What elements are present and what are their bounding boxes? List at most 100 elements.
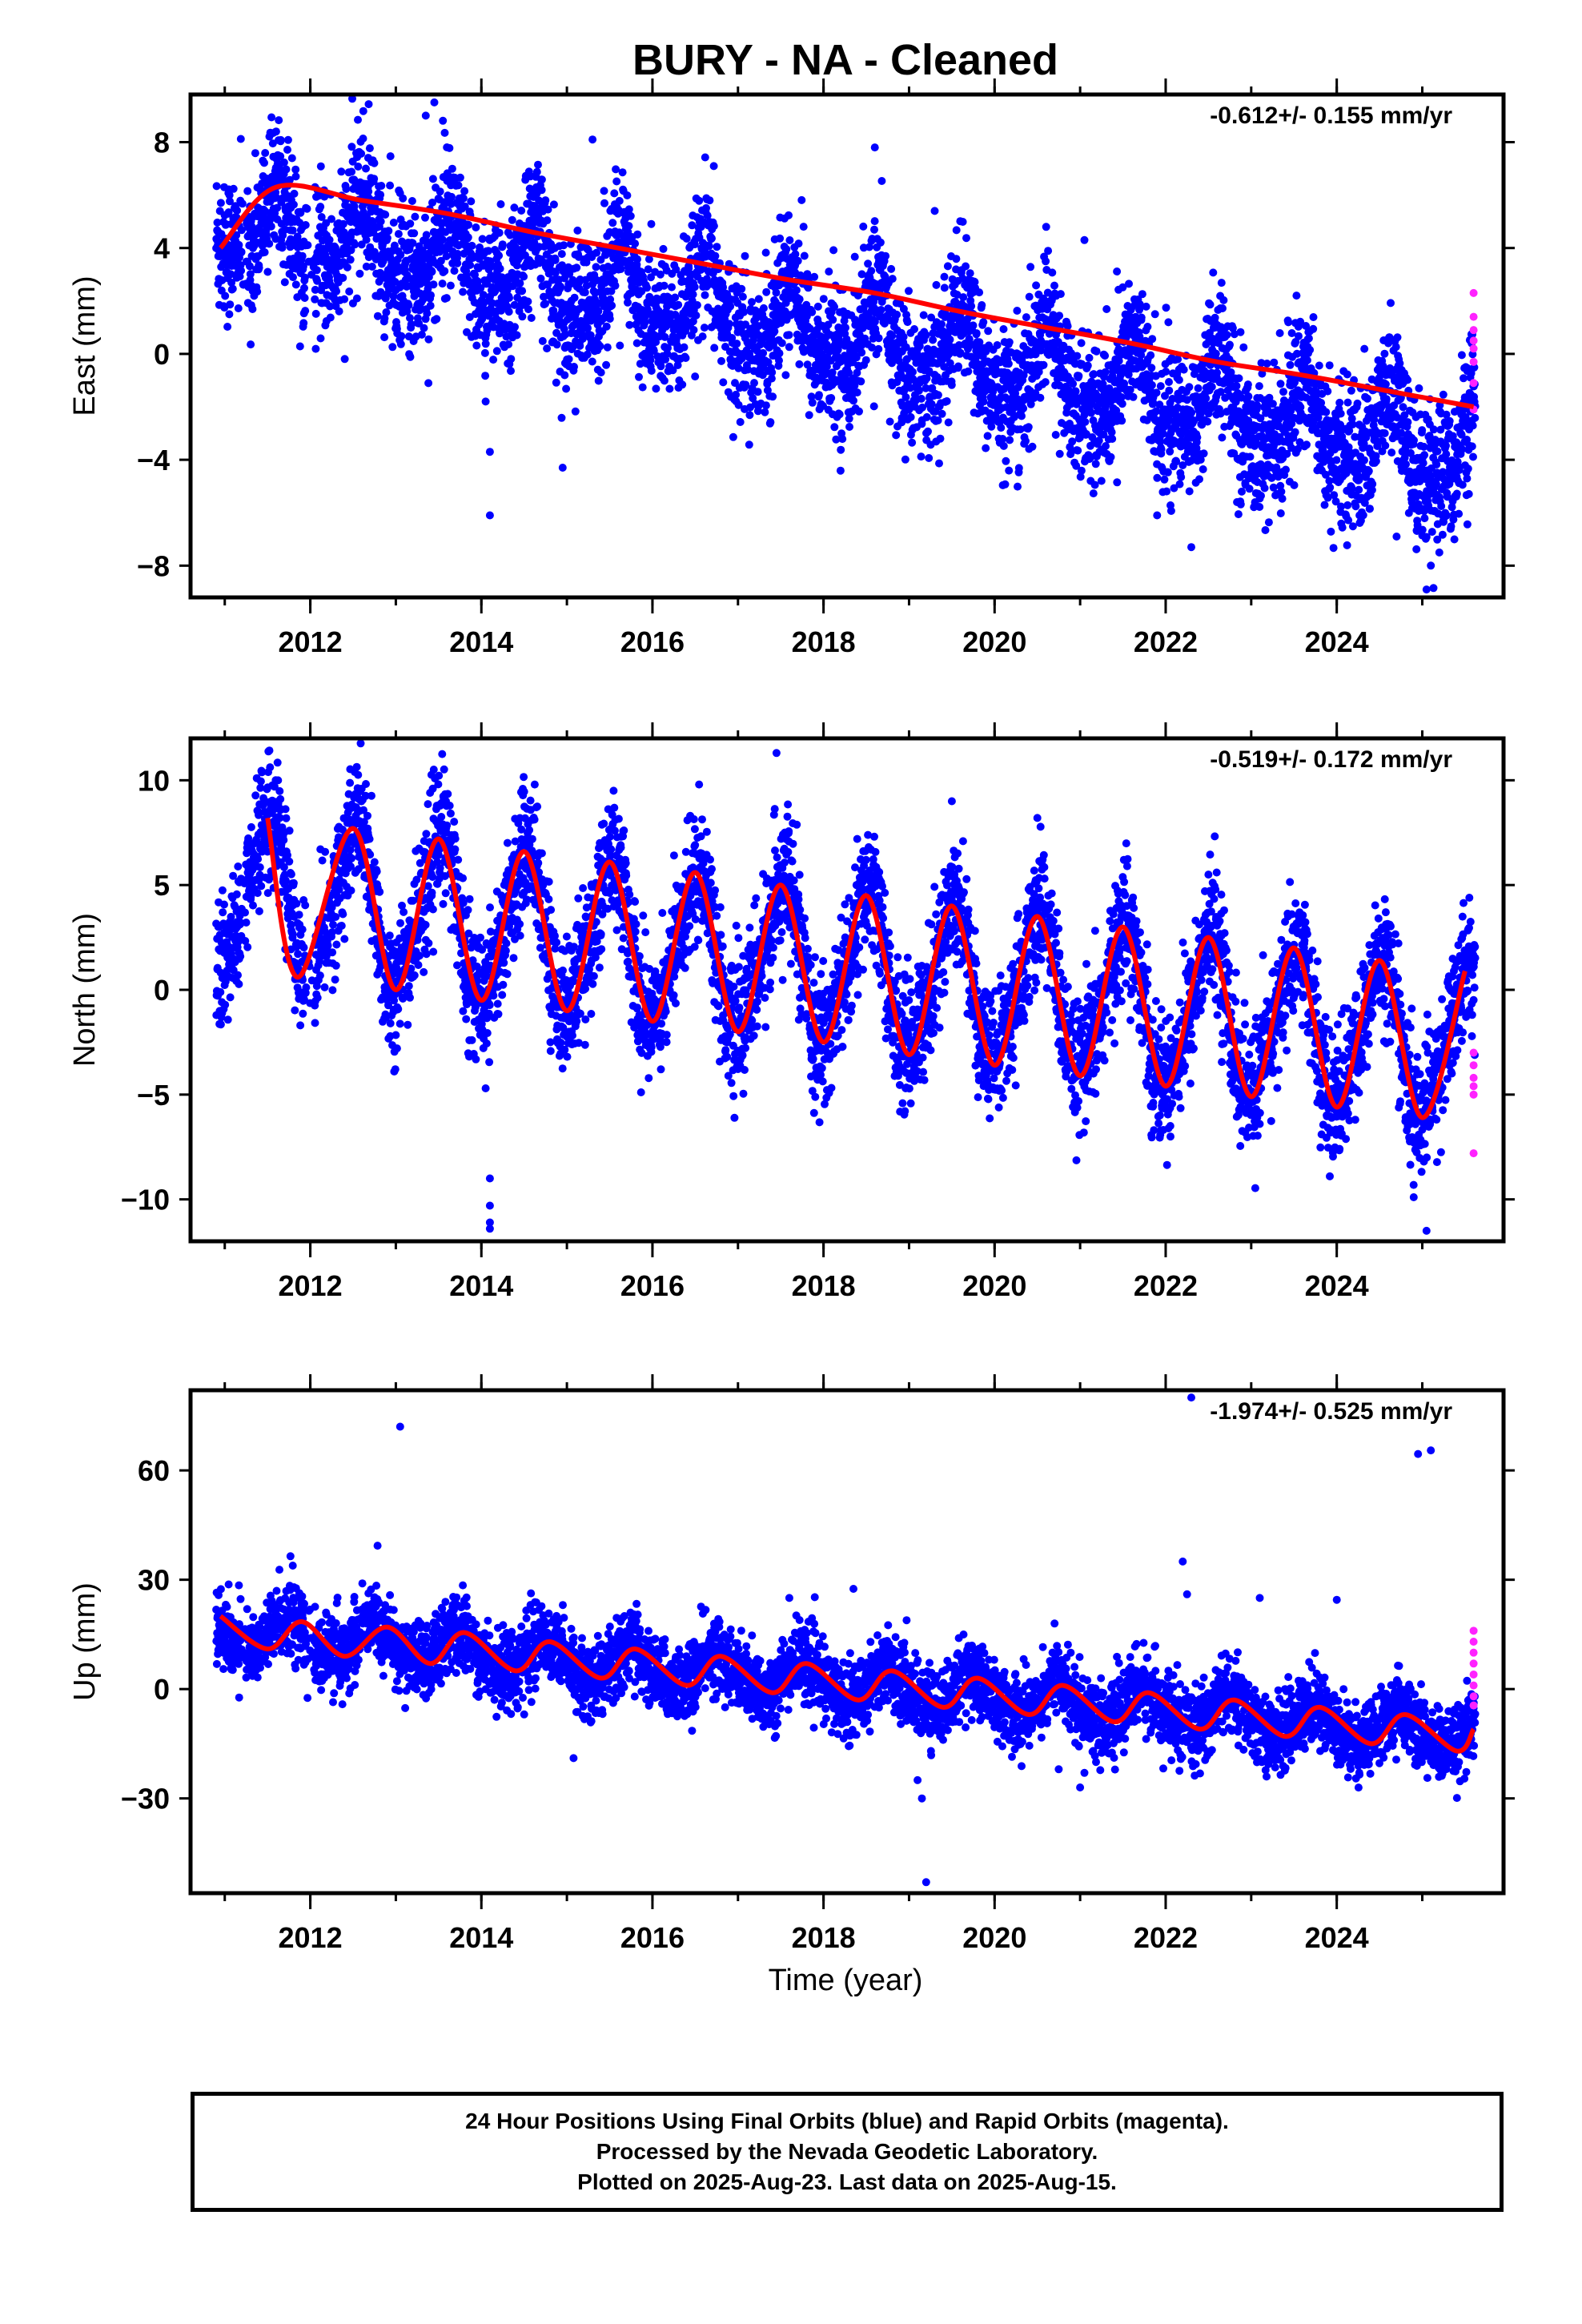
final-orbit-point: [288, 226, 297, 235]
final-orbit-point: [810, 272, 819, 281]
final-orbit-point: [927, 400, 936, 408]
final-orbit-point: [289, 200, 298, 209]
final-orbit-point: [355, 269, 364, 278]
final-orbit-point: [351, 240, 359, 249]
final-orbit-point: [424, 335, 433, 344]
final-orbit-point: [484, 247, 492, 255]
final-orbit-point: [504, 340, 513, 348]
final-orbit-point: [600, 199, 608, 207]
final-orbit-point: [560, 371, 569, 380]
final-orbit-point: [229, 184, 238, 193]
final-orbit-point: [962, 262, 970, 271]
final-orbit-point: [386, 152, 395, 161]
final-orbit-point: [741, 251, 749, 260]
final-orbit-point: [253, 287, 262, 296]
final-orbit-point: [631, 239, 640, 248]
final-orbit-point: [618, 168, 627, 177]
final-orbit-point: [805, 411, 813, 420]
final-orbit-point: [754, 295, 763, 304]
final-orbit-point: [248, 305, 257, 313]
final-orbit-point: [541, 196, 550, 205]
final-orbit-point: [1118, 416, 1126, 425]
final-orbit-point: [659, 244, 668, 253]
final-orbit-point: [1322, 408, 1331, 416]
final-orbit-point: [993, 341, 1002, 349]
final-orbit-point: [1255, 382, 1263, 391]
final-orbit-point: [702, 203, 710, 212]
final-orbit-point: [510, 203, 519, 212]
final-orbit-point: [917, 452, 926, 461]
final-orbit-point: [660, 376, 669, 385]
final-orbit-point: [303, 204, 311, 213]
final-orbit-point: [1209, 268, 1218, 277]
final-orbit-point: [504, 308, 513, 316]
final-orbit-point: [785, 211, 793, 219]
final-orbit-point: [892, 431, 901, 440]
final-orbit-point: [453, 259, 462, 267]
final-orbit-point: [1050, 281, 1058, 290]
final-orbit-point: [347, 167, 356, 176]
final-orbit-point: [544, 205, 552, 214]
final-orbit-point: [283, 146, 291, 154]
final-orbit-point: [516, 279, 524, 287]
final-orbit-point: [1325, 361, 1334, 370]
final-orbit-point: [689, 326, 698, 334]
final-orbit-point: [794, 239, 803, 248]
final-orbit-point: [551, 268, 560, 277]
final-orbit-point: [870, 225, 878, 234]
final-orbit-point: [237, 267, 246, 275]
final-orbit-point: [836, 466, 845, 475]
final-orbit-point: [938, 320, 946, 328]
final-orbit-point: [428, 175, 437, 183]
final-orbit-point: [797, 195, 806, 204]
final-orbit-point: [624, 298, 632, 307]
final-orbit-point: [808, 308, 817, 316]
final-orbit-point: [711, 251, 720, 260]
final-orbit-point: [979, 397, 988, 406]
final-orbit-point: [1174, 376, 1183, 384]
final-orbit-point: [380, 333, 389, 342]
final-orbit-point: [448, 164, 456, 173]
final-orbit-point: [689, 290, 697, 299]
final-orbit-point: [275, 67, 283, 75]
final-orbit-point: [673, 361, 682, 369]
final-orbit-point: [669, 366, 677, 375]
final-orbit-point: [917, 394, 926, 403]
final-orbit-point: [260, 159, 268, 167]
final-orbit-point: [243, 187, 252, 195]
final-orbit-point: [432, 315, 441, 324]
final-orbit-point: [460, 187, 469, 195]
final-orbit-point: [1277, 487, 1286, 496]
final-orbit-point: [285, 175, 294, 184]
final-orbit-point: [709, 162, 718, 171]
final-orbit-point: [1041, 378, 1050, 387]
final-orbit-point: [608, 301, 616, 310]
final-orbit-point: [267, 113, 276, 122]
final-orbit-point: [225, 310, 234, 319]
final-orbit-point: [626, 211, 635, 220]
final-orbit-point: [347, 143, 356, 151]
final-orbit-point: [289, 273, 297, 282]
final-orbit-point: [446, 281, 455, 290]
final-orbit-point: [424, 284, 432, 293]
final-orbit-point: [1147, 364, 1156, 372]
final-orbit-point: [1113, 267, 1122, 275]
final-orbit-point: [1260, 484, 1269, 493]
final-orbit-point: [464, 220, 473, 229]
final-orbit-point: [947, 380, 956, 389]
final-orbit-point: [423, 309, 432, 318]
final-orbit-point: [647, 219, 656, 228]
final-orbit-point: [1077, 339, 1086, 348]
final-orbit-point: [1290, 480, 1299, 489]
final-orbit-point: [326, 302, 335, 311]
final-orbit-point: [713, 243, 721, 251]
final-orbit-point: [339, 219, 347, 228]
final-orbit-point: [857, 348, 866, 357]
final-orbit-point: [468, 241, 476, 250]
final-orbit-point: [924, 427, 932, 436]
final-orbit-point: [1347, 386, 1355, 395]
final-orbit-point: [644, 255, 653, 263]
final-orbit-point: [1211, 313, 1219, 322]
final-orbit-point: [1013, 307, 1022, 315]
final-orbit-point: [325, 235, 334, 244]
